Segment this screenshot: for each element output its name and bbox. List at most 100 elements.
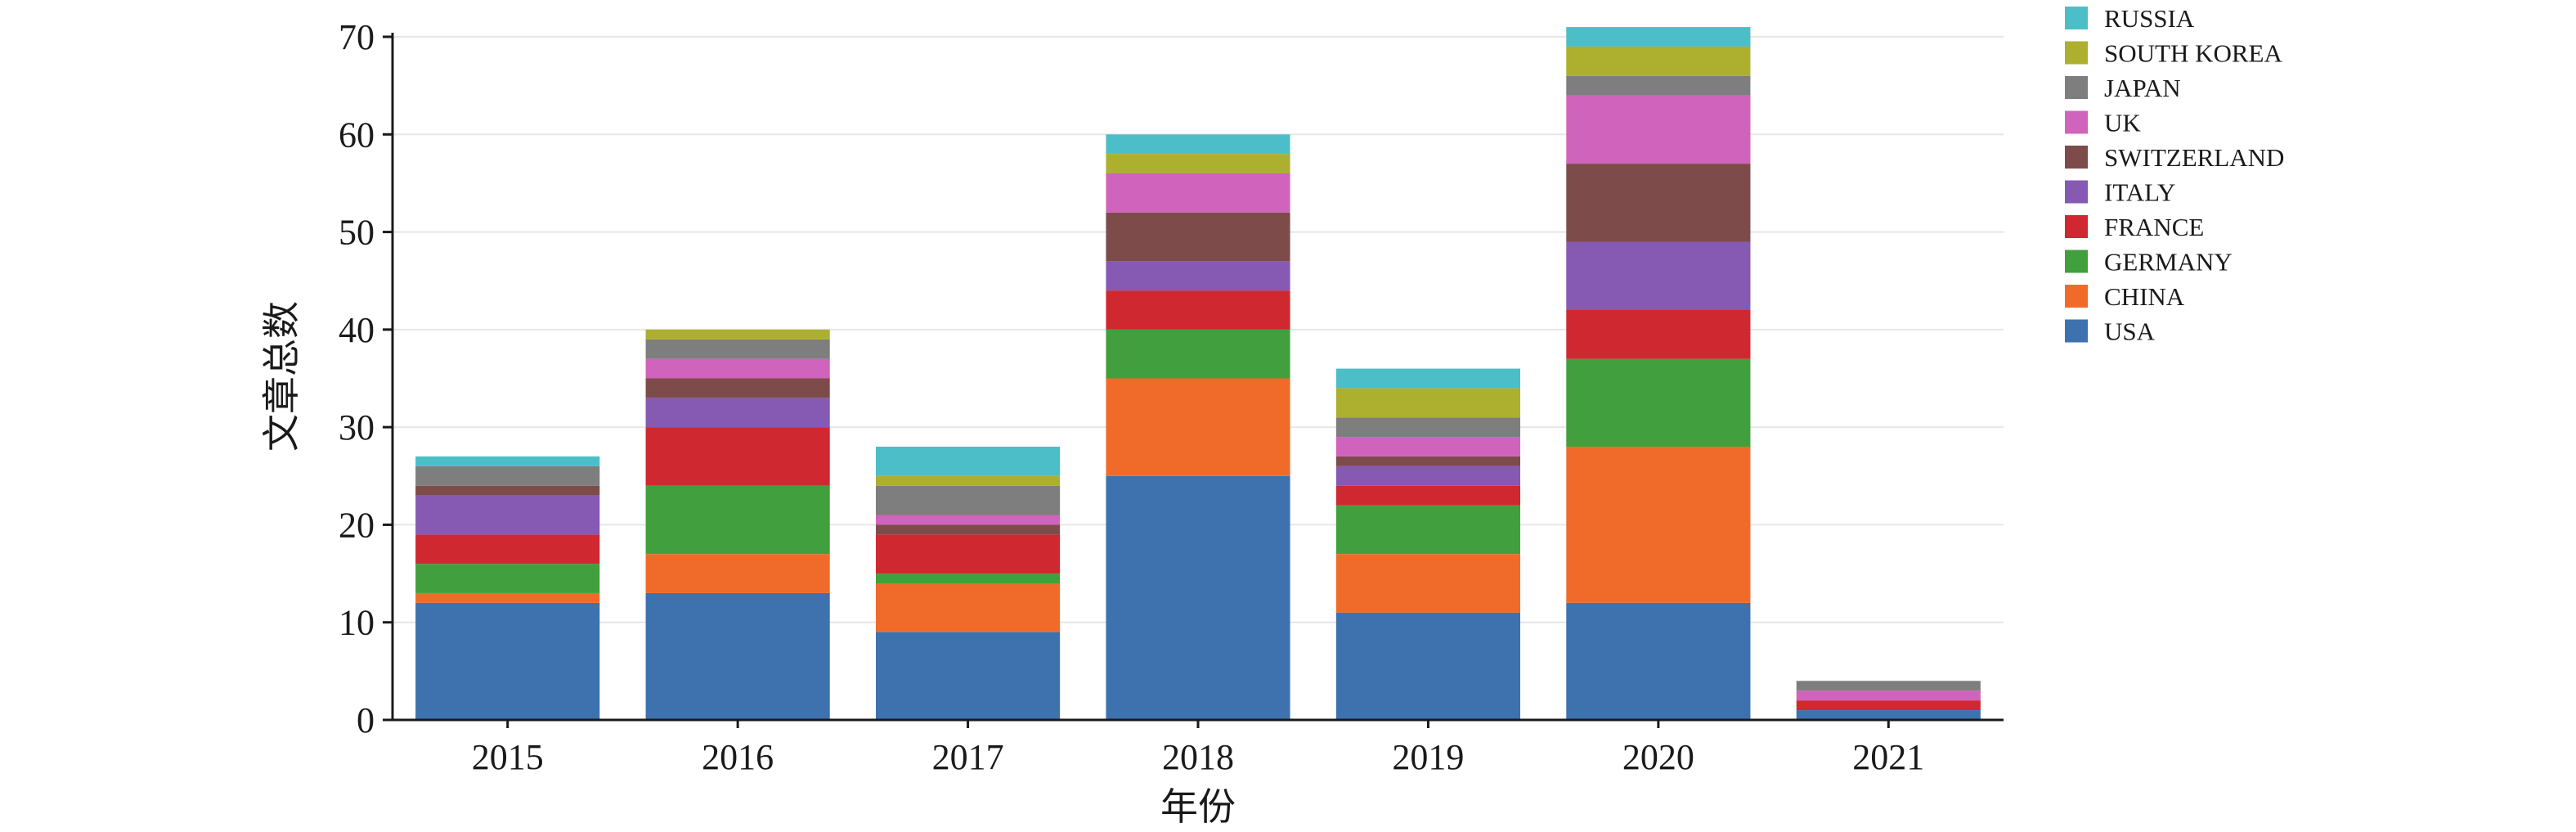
bar-segment-china-2019 [1335,554,1520,613]
bar-segment-russia-2019 [1335,368,1520,389]
legend-label: USA [2104,317,2156,346]
bar-segment-usa-2018 [1106,475,1290,720]
bar-segment-south-korea-2019 [1335,388,1520,418]
legend-label: SOUTH KOREA [2104,39,2282,68]
bars [415,27,1981,720]
bar-segment-italy-2019 [1335,465,1520,486]
y-tick-label: 20 [339,505,375,545]
bar-segment-japan-2017 [876,485,1061,515]
x-tick-label: 2021 [1852,737,1924,777]
bar-segment-china-2016 [645,554,830,593]
bar-segment-switzerland-2016 [645,378,830,398]
bar-segment-italy-2020 [1566,241,1751,310]
y-tick-label: 0 [357,700,375,740]
bar-segment-south-korea-2017 [876,475,1061,486]
bar-segment-italy-2016 [645,398,830,428]
bar-segment-france-2020 [1566,310,1751,359]
bar-segment-france-2015 [415,534,600,564]
legend-label: RUSSIA [2104,4,2195,33]
bar-segment-uk-2021 [1796,690,1981,701]
bar-segment-south-korea-2016 [645,329,830,340]
bar-segment-china-2015 [415,592,600,603]
bar-segment-south-korea-2018 [1106,154,1290,173]
bar-segment-germany-2016 [645,485,830,555]
bar-segment-germany-2020 [1566,358,1751,447]
bar-segment-japan-2016 [645,339,830,359]
legend-item-japan: JAPAN [2065,74,2181,102]
bar-segment-china-2018 [1106,378,1290,476]
x-tick-label: 2020 [1622,737,1694,777]
bar-segment-uk-2016 [645,358,830,379]
bar-segment-switzerland-2020 [1566,164,1751,242]
legend-swatch [2065,180,2088,204]
legend-item-uk: UK [2065,109,2141,137]
bar-segment-france-2016 [645,427,830,486]
bar-segment-japan-2019 [1335,417,1520,438]
bar-segment-usa-2021 [1796,710,1981,720]
legend-item-south-korea: SOUTH KOREA [2065,39,2282,68]
legend-swatch [2065,250,2088,273]
bar-segment-usa-2020 [1566,602,1751,720]
legend-label: GERMANY [2104,248,2233,277]
legend-item-france: FRANCE [2065,213,2204,241]
bar-segment-usa-2019 [1335,612,1520,720]
bar-segment-russia-2018 [1106,134,1290,155]
bar-segment-russia-2020 [1566,27,1751,47]
bar-segment-south-korea-2020 [1566,46,1751,76]
x-tick-label: 2019 [1392,737,1464,777]
y-tick-label: 60 [339,115,375,155]
legend-swatch [2065,76,2088,99]
y-tick-label: 70 [339,17,375,57]
legend-swatch [2065,319,2088,343]
bar-segment-france-2019 [1335,485,1520,506]
bar-segment-japan-2021 [1796,681,1981,691]
bar-segment-germany-2015 [415,564,600,593]
legend-swatch [2065,146,2088,169]
bar-segment-france-2018 [1106,290,1290,330]
legend: RUSSIA SOUTH KOREA JAPAN UK SWITZERLAND ITALY… [2065,4,2284,346]
bar-segment-italy-2018 [1106,261,1290,291]
y-tick-label: 30 [339,407,375,447]
bar-segment-switzerland-2015 [415,485,600,496]
y-axis-title: 文章总数 [261,301,303,452]
legend-swatch [2065,41,2088,65]
bar-segment-switzerland-2017 [876,524,1061,535]
legend-item-russia: RUSSIA [2065,4,2195,33]
legend-swatch [2065,215,2088,238]
legend-swatch [2065,110,2088,134]
bar-segment-usa-2017 [876,632,1061,720]
bar-segment-france-2017 [876,534,1061,574]
legend-label: JAPAN [2104,74,2181,102]
legend-label: CHINA [2104,282,2185,311]
bar-segment-germany-2017 [876,573,1061,583]
x-axis-title: 年份 [1160,786,1236,828]
bar-segment-italy-2015 [415,495,600,535]
x-tick-label: 2015 [472,737,544,777]
bar-segment-germany-2018 [1106,329,1290,379]
legend-swatch [2065,7,2088,29]
bar-segment-japan-2015 [415,465,600,486]
bar-segment-japan-2020 [1566,75,1751,96]
bar-segment-uk-2018 [1106,173,1290,213]
bar-segment-uk-2017 [876,515,1061,525]
bar-segment-russia-2017 [876,447,1061,476]
bar-segment-switzerland-2019 [1335,456,1520,466]
x-tick-label: 2017 [932,737,1004,777]
bar-segment-china-2020 [1566,447,1751,603]
x-tick-label: 2016 [702,737,774,777]
tick-labels: 0 10 20 30 40 50 60 70 2015 2016 2017 2018 2019 2020 2… [339,17,1924,777]
bar-segment-germany-2019 [1335,505,1520,555]
legend-label: FRANCE [2104,213,2204,241]
y-tick-label: 50 [339,213,375,253]
bar-segment-uk-2020 [1566,95,1751,164]
legend-label: SWITZERLAND [2104,143,2284,172]
bar-segment-switzerland-2018 [1106,212,1290,262]
x-tick-label: 2018 [1162,737,1234,777]
legend-item-italy: ITALY [2065,178,2175,207]
bar-segment-uk-2019 [1335,437,1520,456]
legend-swatch [2065,285,2088,308]
y-tick-label: 40 [339,310,375,350]
bar-segment-usa-2016 [645,592,830,720]
legend-label: ITALY [2104,178,2175,207]
